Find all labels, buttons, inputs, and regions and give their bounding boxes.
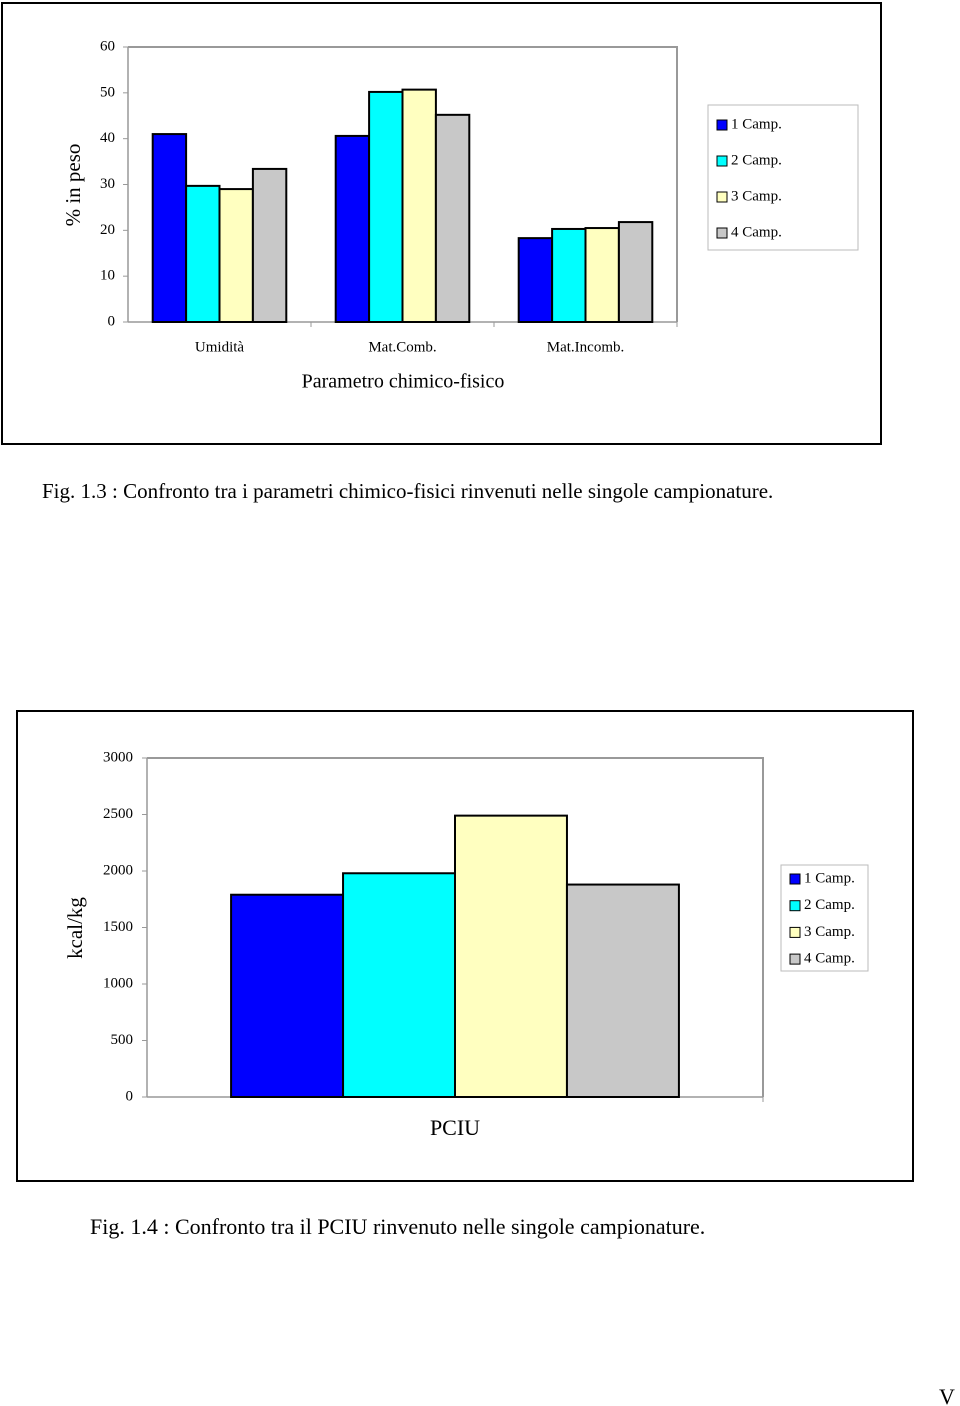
y-tick-label: 50 — [100, 84, 115, 100]
y-axis-title: % in peso — [61, 144, 85, 227]
legend-swatch — [716, 119, 728, 131]
bar — [334, 134, 371, 323]
y-tick-label: 1000 — [103, 975, 133, 991]
plot-border — [128, 46, 678, 322]
y-tick-label: 2500 — [103, 806, 133, 822]
bar — [218, 188, 254, 323]
legend-swatch — [789, 873, 801, 885]
y-tick-label: 1500 — [103, 919, 133, 935]
x-tick-label: Mat.Incomb. — [547, 339, 624, 355]
chart-frame — [1, 2, 882, 445]
bar — [185, 184, 221, 323]
legend-swatch — [716, 191, 728, 203]
bar — [454, 814, 568, 1098]
plot-border — [147, 757, 764, 1097]
x-tick-label: PCIU — [430, 1115, 480, 1140]
bar — [230, 893, 345, 1098]
legend-swatch — [716, 155, 728, 167]
legend-label: 2 Camp. — [731, 152, 782, 168]
y-tick-label: 0 — [126, 1088, 134, 1104]
legend-label: 4 Camp. — [731, 224, 782, 240]
bar — [151, 133, 188, 323]
bar — [342, 872, 456, 1099]
bar — [551, 227, 587, 323]
y-tick-label: 2000 — [103, 862, 133, 878]
y-tick-label: 20 — [100, 222, 115, 238]
y-tick-label: 30 — [100, 176, 115, 192]
bar — [617, 221, 654, 323]
y-tick-label: 10 — [100, 268, 115, 284]
x-tick-label: Mat.Comb. — [368, 339, 436, 355]
legend-swatch — [789, 926, 801, 938]
legend-label: 3 Camp. — [731, 188, 782, 204]
y-tick-label: 500 — [111, 1032, 134, 1048]
bar — [517, 237, 554, 323]
legend-swatch — [789, 900, 801, 912]
y-axis-title: kcal/kg — [63, 897, 87, 959]
bar — [401, 88, 437, 323]
legend-swatch — [716, 227, 728, 239]
legend-label: 3 Camp. — [804, 924, 855, 940]
bar — [565, 883, 680, 1098]
y-tick-label: 0 — [108, 313, 116, 329]
x-tick-label: Umidità — [195, 339, 245, 355]
legend-label: 4 Camp. — [804, 951, 855, 967]
page-number: V — [939, 1384, 955, 1406]
legend-frame — [707, 104, 859, 251]
legend-label: 1 Camp. — [804, 870, 855, 886]
y-tick-label: 3000 — [103, 749, 133, 765]
bar — [251, 167, 288, 323]
chart-frame — [16, 710, 914, 1182]
x-axis-title: Parametro chimico-fisico — [302, 371, 505, 393]
bar — [584, 227, 620, 324]
legend-label: 2 Camp. — [804, 897, 855, 913]
y-tick-label: 40 — [100, 130, 115, 146]
bar — [368, 90, 404, 323]
bar — [434, 113, 471, 324]
y-tick-label: 60 — [100, 38, 115, 54]
caption: Fig. 1.4 : Confronto tra il PCIU rinvenu… — [90, 1214, 706, 1239]
legend-swatch — [789, 953, 801, 965]
caption: Fig. 1.3 : Confronto tra i parametri chi… — [42, 479, 774, 503]
legend-label: 1 Camp. — [731, 116, 782, 132]
